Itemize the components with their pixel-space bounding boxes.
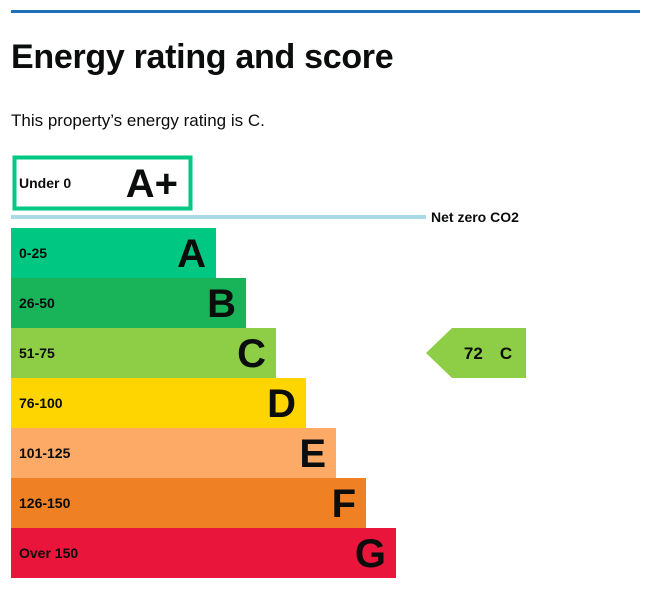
- net-zero-label: Net zero CO2: [431, 209, 519, 225]
- band-g-letter: G: [355, 532, 386, 576]
- band-a-bar: [11, 228, 216, 278]
- band-g-range: Over 150: [19, 545, 78, 561]
- rating-summary-text: This property’s energy rating is C.: [11, 111, 265, 130]
- band-a-range: 0-25: [19, 245, 47, 261]
- band-a-letter: A: [177, 232, 206, 276]
- band-e-letter: E: [299, 432, 326, 476]
- current-rating-value: 72 C: [464, 344, 512, 363]
- band-f-range: 126-150: [19, 495, 71, 511]
- band-c-range: 51-75: [19, 345, 55, 361]
- band-f-bar: [11, 478, 366, 528]
- band-c-bar: [11, 328, 276, 378]
- band-e-range: 101-125: [19, 445, 71, 461]
- band-aplus-box: [12, 155, 193, 211]
- band-aplus-range: Under 0: [19, 175, 71, 191]
- band-b-letter: B: [207, 282, 236, 326]
- band-b-bar: [11, 278, 246, 328]
- band-c-letter: C: [237, 332, 266, 376]
- page-title: Energy rating and score: [11, 38, 394, 76]
- band-d-bar: [11, 378, 306, 428]
- band-d-letter: D: [267, 382, 296, 426]
- top-rule: [11, 10, 640, 13]
- band-e-bar: [11, 428, 336, 478]
- current-rating-arrow: [426, 328, 526, 378]
- band-aplus-letter: A+: [126, 162, 178, 206]
- band-b-range: 26-50: [19, 295, 55, 311]
- band-g-bar: [11, 528, 396, 578]
- band-d-range: 76-100: [19, 395, 63, 411]
- band-f-letter: F: [332, 482, 356, 526]
